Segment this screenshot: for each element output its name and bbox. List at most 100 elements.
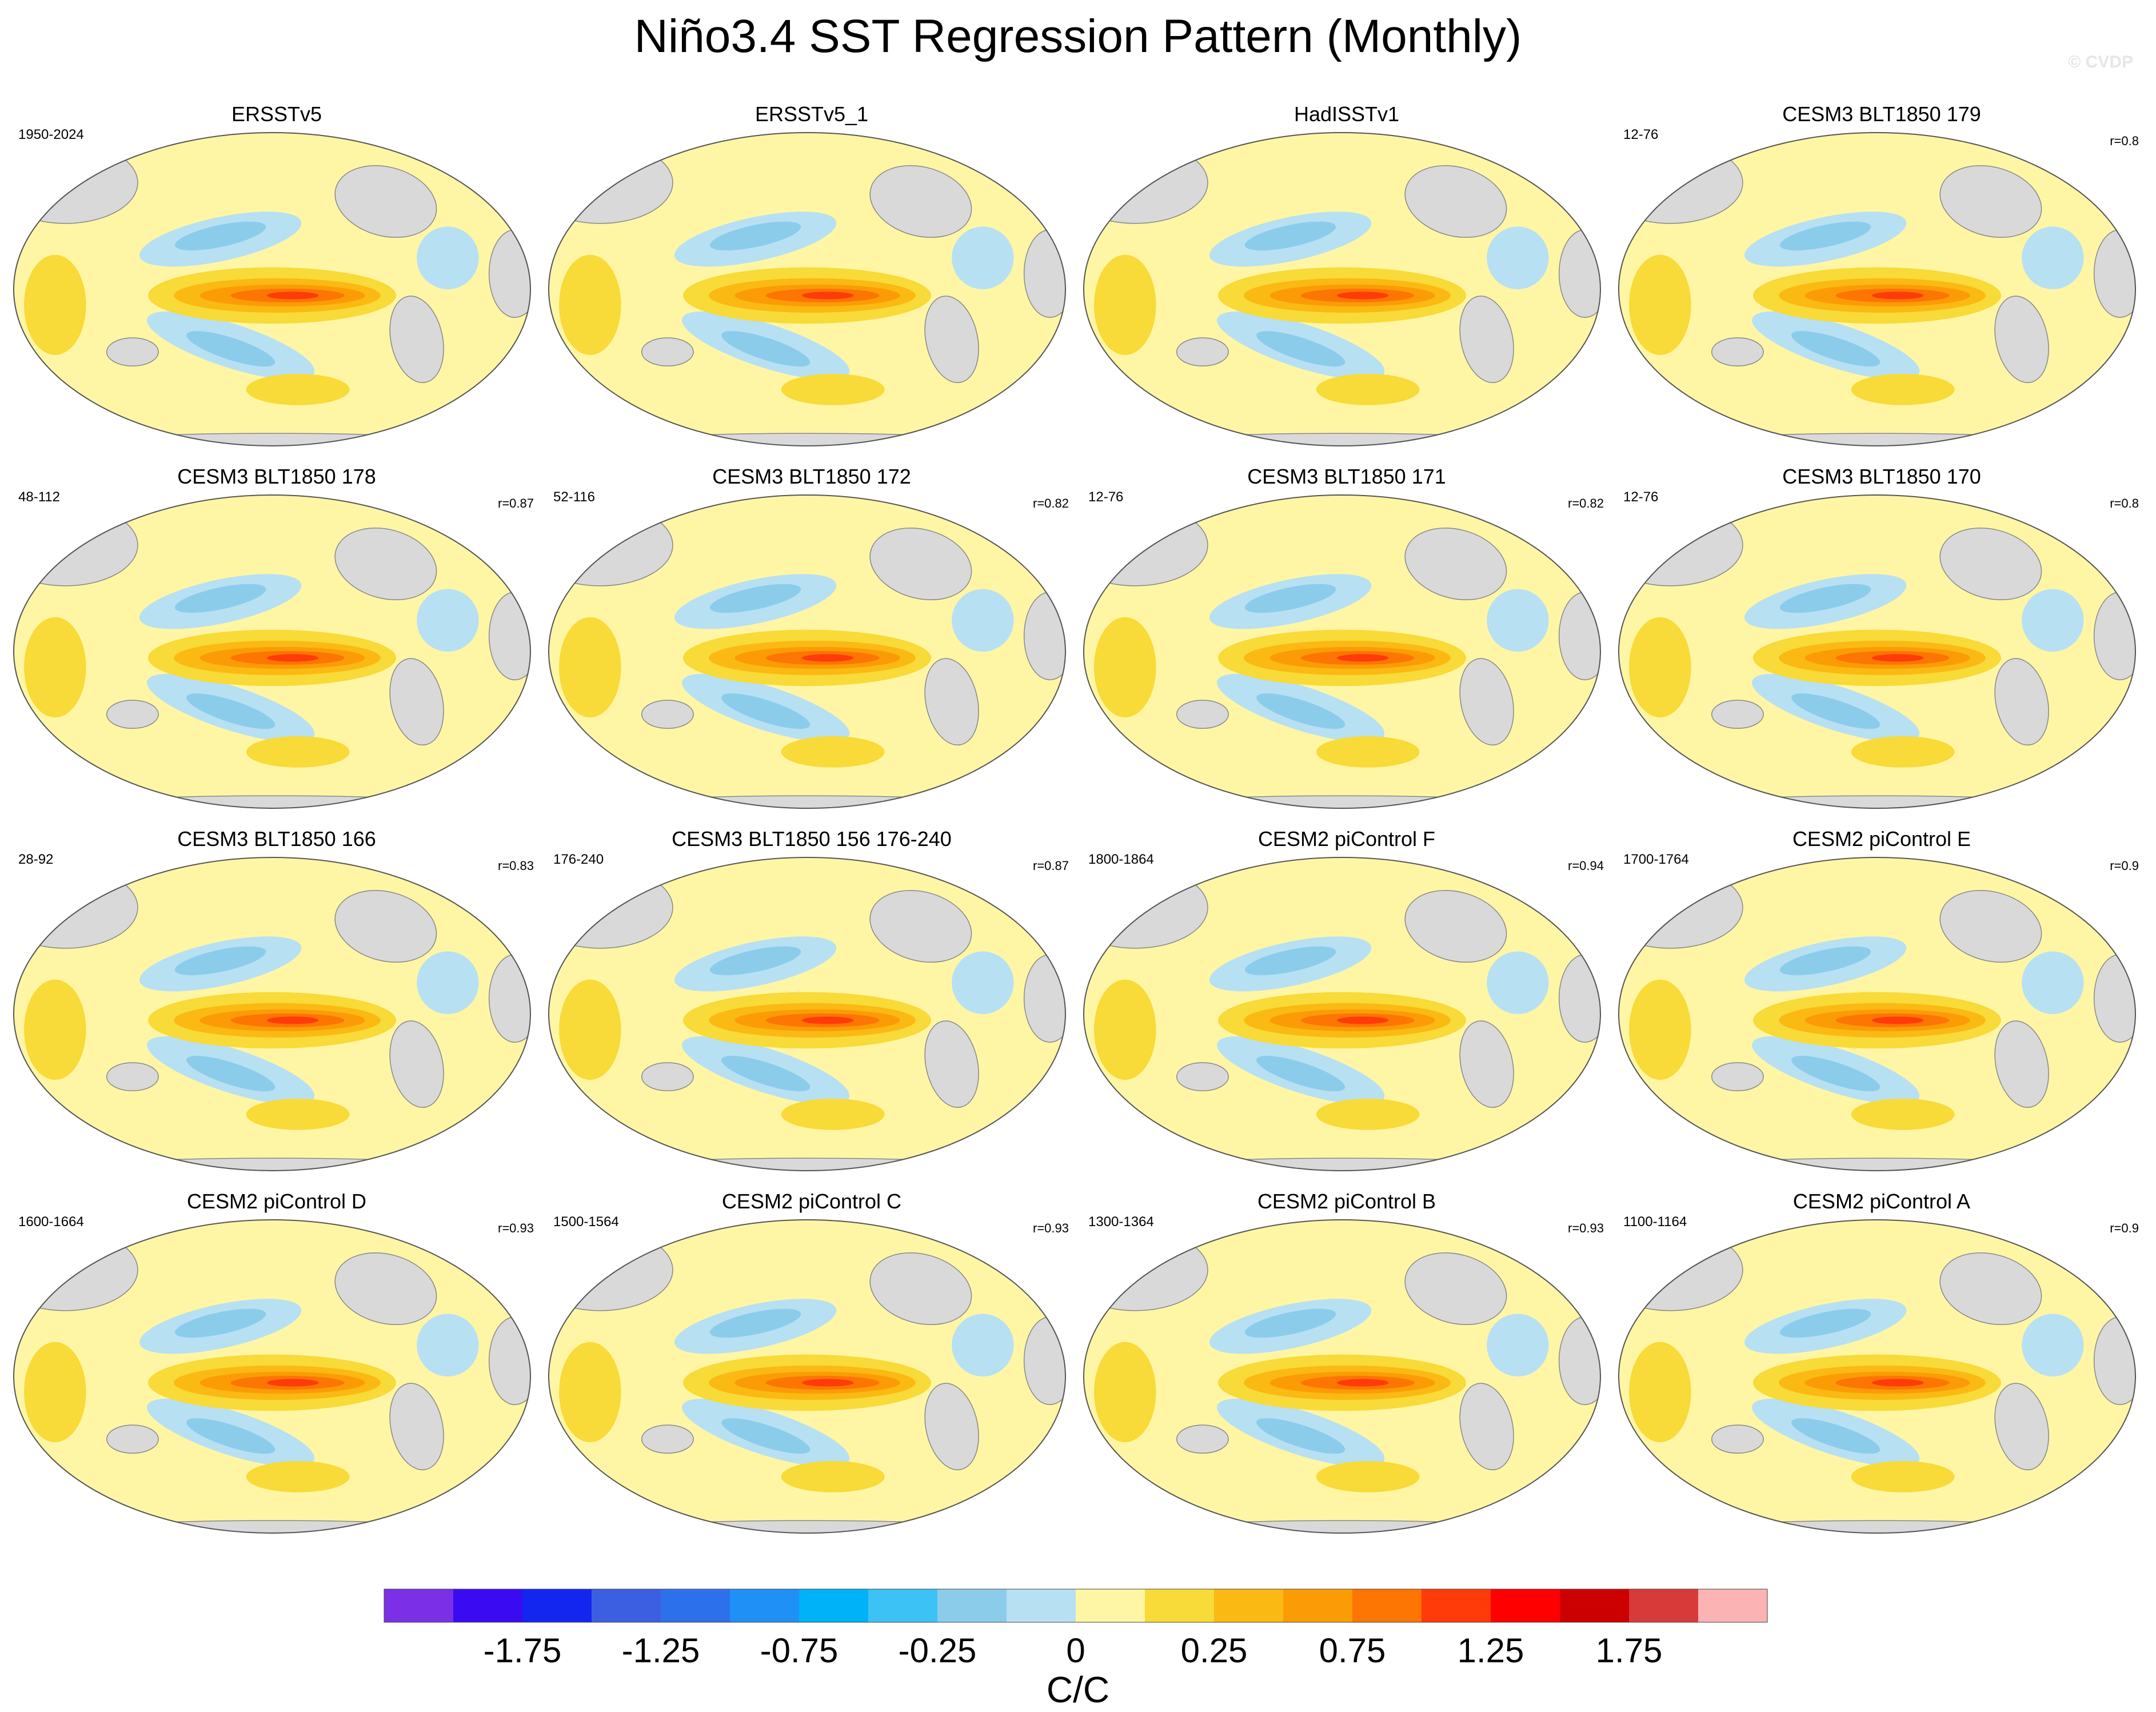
panel-years: 28-92 xyxy=(18,852,54,867)
atlantic-cool-anomaly xyxy=(1487,589,1549,652)
south-pacific-cool-core xyxy=(721,1056,811,1092)
australia-landmass xyxy=(106,1062,159,1092)
global-sst-map xyxy=(13,1219,531,1534)
south-pacific-cool-core xyxy=(721,693,811,729)
atlantic-cool-anomaly xyxy=(2022,589,2084,652)
panel-years: 48-112 xyxy=(18,489,60,505)
indian-ocean-warm-anomaly xyxy=(559,617,621,718)
africa-landmass xyxy=(488,229,530,318)
north-america-landmass xyxy=(1404,165,1507,238)
panel-title: CESM3 BLT1850 171 xyxy=(1247,465,1446,488)
antarctica-landmass xyxy=(1084,795,1600,808)
map-panel: CESM2 piControl A 1100-1164 r=0.9 xyxy=(1614,1189,2149,1561)
africa-landmass xyxy=(488,954,530,1043)
panel-pattern-correlation: r=0.9 xyxy=(2110,859,2139,873)
antarctica-landmass xyxy=(14,1158,530,1171)
indian-ocean-warm-anomaly xyxy=(559,979,621,1080)
colorbar-box xyxy=(453,1589,522,1622)
atlantic-cool-anomaly xyxy=(952,1314,1014,1376)
panel-pattern-correlation: r=0.93 xyxy=(1033,1221,1069,1235)
panel-title: CESM3 BLT1850 179 xyxy=(1782,102,1981,126)
antarctica-landmass xyxy=(1619,795,2135,808)
map-panel: CESM2 piControl C 1500-1564 r=0.93 xyxy=(544,1189,1079,1561)
panel-pattern-correlation: r=0.9 xyxy=(2110,1221,2139,1235)
north-pacific-cool-core xyxy=(709,221,801,251)
map-outline xyxy=(548,494,1066,809)
colorbar-box xyxy=(1422,1589,1491,1622)
panel-title: CESM2 piControl E xyxy=(1792,827,1971,851)
south-pacific-cool-core xyxy=(186,331,276,367)
global-sst-map xyxy=(548,1219,1066,1534)
north-america-landmass xyxy=(1939,165,2042,238)
panel-pattern-correlation: r=0.82 xyxy=(1568,496,1604,510)
indian-ocean-warm-anomaly xyxy=(24,979,86,1080)
global-sst-map xyxy=(13,857,531,1171)
north-america-landmass xyxy=(1404,890,1507,963)
colorbar-box xyxy=(1007,1589,1076,1622)
south-pacific-cool-core xyxy=(1791,693,1880,729)
panel-pattern-correlation: r=0.94 xyxy=(1568,859,1604,873)
map-outline xyxy=(1618,857,2136,1171)
north-pacific-cool-core xyxy=(709,584,801,613)
panel-pattern-correlation: r=0.87 xyxy=(498,496,534,510)
south-pacific-warm-anomaly xyxy=(246,1098,350,1130)
map-outline xyxy=(548,1219,1066,1534)
global-sst-map xyxy=(1618,1219,2136,1534)
south-america-landmass xyxy=(924,1383,979,1471)
africa-landmass xyxy=(1023,592,1065,681)
australia-landmass xyxy=(106,700,159,729)
australia-landmass xyxy=(1711,1424,1764,1454)
north-america-landmass xyxy=(334,165,437,238)
map-panel: CESM3 BLT1850 171 12-76 r=0.82 xyxy=(1079,464,1614,836)
south-pacific-warm-anomaly xyxy=(246,736,350,768)
south-america-landmass xyxy=(1994,1383,2049,1471)
global-sst-map xyxy=(1083,1219,1601,1534)
equatorial-hot-core xyxy=(266,1016,319,1024)
south-pacific-warm-anomaly xyxy=(781,373,885,405)
south-pacific-warm-anomaly xyxy=(1851,736,1955,768)
panel-title: HadISSTv1 xyxy=(1293,102,1400,126)
panel-years: 1800-1864 xyxy=(1088,852,1154,867)
colorbar-tick-label: 0.75 xyxy=(1319,1631,1386,1670)
global-sst-map xyxy=(1083,857,1601,1171)
global-sst-map xyxy=(1083,132,1601,446)
map-outline xyxy=(1618,132,2136,446)
atlantic-cool-anomaly xyxy=(417,1314,479,1376)
atlantic-cool-anomaly xyxy=(2022,226,2084,289)
map-panel: CESM2 piControl B 1300-1364 r=0.93 xyxy=(1079,1189,1614,1561)
panel-years: 12-76 xyxy=(1623,489,1659,505)
north-pacific-cool-core xyxy=(1779,946,1871,976)
colorbar-tick-label: -0.75 xyxy=(760,1631,839,1670)
map-outline xyxy=(13,132,531,446)
sst-field xyxy=(14,133,530,446)
north-pacific-cool-core xyxy=(709,946,801,976)
map-outline xyxy=(1618,494,2136,809)
panel-title: CESM3 BLT1850 166 xyxy=(177,827,376,851)
panel-years: 1500-1564 xyxy=(553,1214,619,1230)
global-sst-map xyxy=(1618,132,2136,446)
map-panel: CESM3 BLT1850 172 52-116 r=0.82 xyxy=(544,464,1079,836)
map-panel: CESM3 BLT1850 178 48-112 r=0.87 xyxy=(9,464,544,836)
global-sst-map xyxy=(548,132,1066,446)
colorbar-tick-label: 1.75 xyxy=(1596,1631,1663,1670)
north-pacific-cool-core xyxy=(1244,584,1336,613)
antarctica-landmass xyxy=(1084,1520,1600,1533)
colorbar-box xyxy=(1214,1589,1283,1622)
indian-ocean-warm-anomaly xyxy=(559,1342,621,1443)
sst-field xyxy=(1619,495,2135,808)
panel-title: CESM2 piControl A xyxy=(1792,1190,1971,1213)
global-sst-map xyxy=(1083,494,1601,809)
map-panel: ERSSTv5 1950-2024 xyxy=(9,102,544,473)
south-pacific-cool-core xyxy=(721,1418,811,1454)
south-pacific-cool-core xyxy=(1256,1056,1345,1092)
equatorial-hot-core xyxy=(1871,292,1924,300)
panel-title: CESM2 piControl D xyxy=(186,1190,367,1213)
atlantic-cool-anomaly xyxy=(1487,226,1549,289)
sst-field xyxy=(1084,1220,1600,1533)
north-america-landmass xyxy=(1404,1252,1507,1326)
colorbar-tick-label: 0.25 xyxy=(1181,1631,1248,1670)
australia-landmass xyxy=(1176,337,1229,367)
colorbar-box xyxy=(937,1589,1007,1622)
south-america-landmass xyxy=(1994,658,2049,746)
indian-ocean-warm-anomaly xyxy=(1094,1342,1156,1443)
